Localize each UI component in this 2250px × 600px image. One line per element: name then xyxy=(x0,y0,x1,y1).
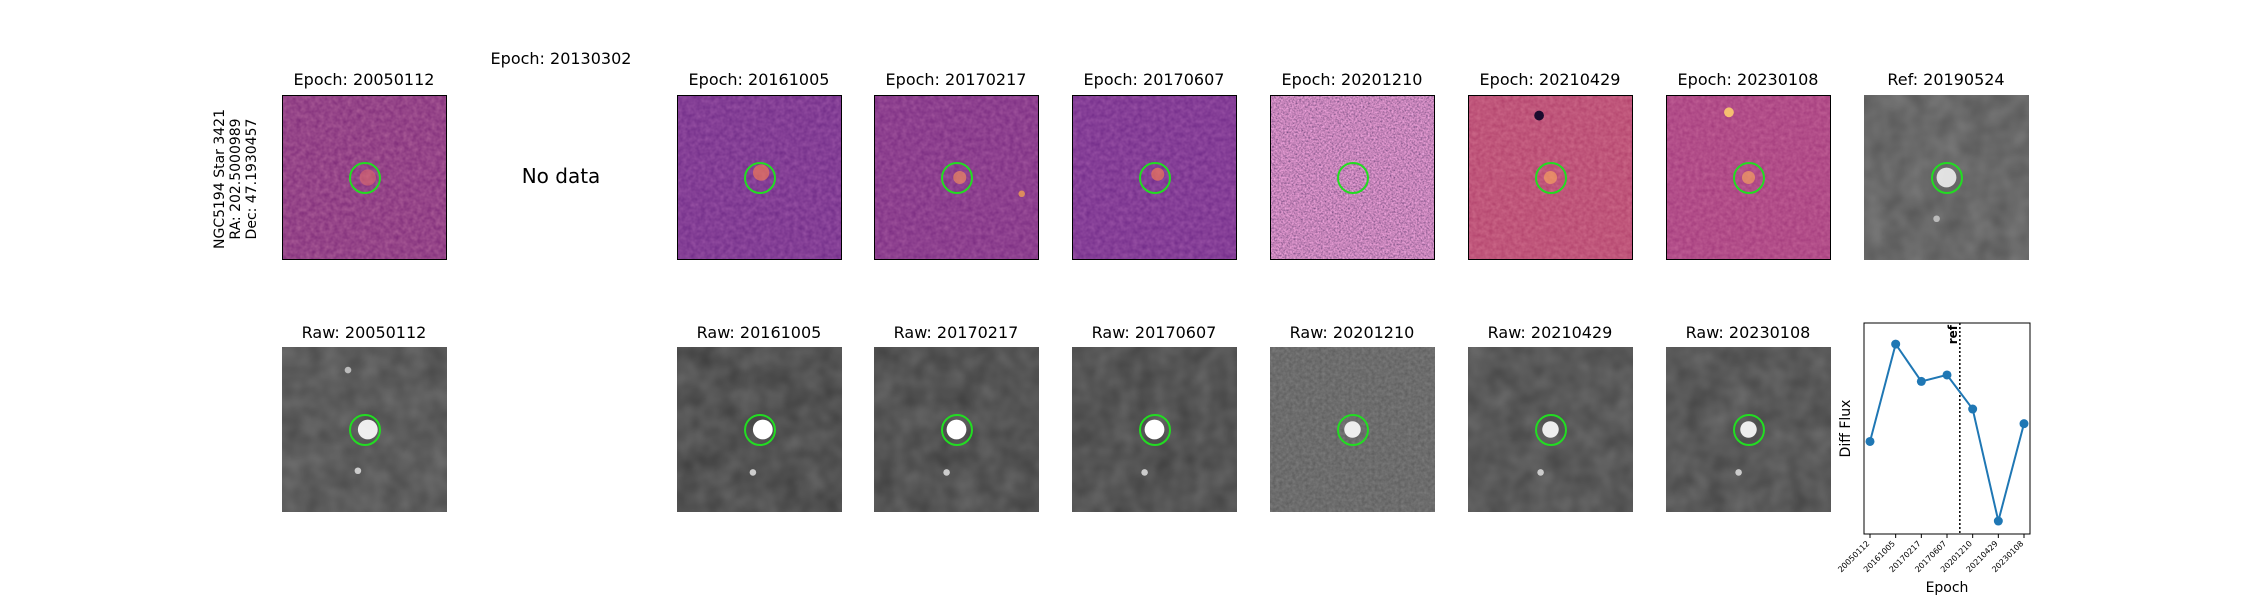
diff-image-1 xyxy=(282,95,447,260)
raw-title-6: Raw: 20210429 xyxy=(1487,323,1613,342)
x-axis-label: Epoch xyxy=(1926,580,1969,596)
raw-image-6 xyxy=(1468,347,1633,512)
aperture-circle xyxy=(743,161,776,194)
data-point xyxy=(1968,404,1978,414)
raw-image-7 xyxy=(1666,347,1831,512)
diff-title-5: Epoch: 20170607 xyxy=(1083,70,1225,89)
data-point xyxy=(1865,436,1875,446)
aperture-circle xyxy=(1732,161,1765,194)
raw-image-3 xyxy=(874,347,1039,512)
axes-frame xyxy=(1863,322,2031,535)
target-ra: RA: 202.5000989 xyxy=(228,118,244,240)
data-point xyxy=(1993,516,2003,526)
ref-image xyxy=(1864,95,2029,260)
aperture-circle xyxy=(1138,161,1171,194)
aperture-circle xyxy=(1930,161,1963,194)
diff-title-6: Epoch: 20201210 xyxy=(1281,70,1423,89)
raw-title-2: Raw: 20161005 xyxy=(696,323,822,342)
raw-image-2 xyxy=(677,347,842,512)
aperture-circle xyxy=(1336,161,1369,194)
raw-image-1 xyxy=(282,347,447,512)
no-data-text: No data xyxy=(521,164,601,188)
raw-title-5: Raw: 20201210 xyxy=(1289,323,1415,342)
aperture-circle xyxy=(1336,413,1369,446)
aperture-circle xyxy=(1534,413,1567,446)
diff-image-6 xyxy=(1270,95,1435,260)
raw-title-1: Raw: 20050112 xyxy=(301,323,427,342)
raw-title-4: Raw: 20170607 xyxy=(1091,323,1217,342)
target-dec: Dec: 47.1930457 xyxy=(244,118,260,240)
diff-image-4 xyxy=(874,95,1039,260)
diff-title-4: Epoch: 20170217 xyxy=(885,70,1027,89)
aperture-circle xyxy=(1534,161,1567,194)
aperture-circle xyxy=(743,413,776,446)
aperture-circle xyxy=(1732,413,1765,446)
diff-image-3 xyxy=(677,95,842,260)
aperture-circle xyxy=(348,161,381,194)
data-point xyxy=(1916,376,1926,386)
diff-image-5 xyxy=(1072,95,1237,260)
raw-image-5 xyxy=(1270,347,1435,512)
diff-title-2: Epoch: 20130302 xyxy=(490,49,632,68)
diff-title-8: Epoch: 20230108 xyxy=(1677,70,1819,89)
diff-image-8 xyxy=(1666,95,1831,260)
aperture-circle xyxy=(940,161,973,194)
data-point xyxy=(1942,370,1952,380)
diff-image-7 xyxy=(1468,95,1633,260)
diff-title-1: Epoch: 20050112 xyxy=(293,70,435,89)
y-axis-label: Diff Flux xyxy=(1838,400,1854,458)
data-point xyxy=(1891,339,1901,349)
raw-title-7: Raw: 20230108 xyxy=(1685,323,1811,342)
data-point xyxy=(2019,419,2029,429)
aperture-circle xyxy=(348,413,381,446)
target-label: NGC5194 Star 3421 RA: 202.5000989 Dec: 4… xyxy=(212,109,260,249)
reference-label: ref xyxy=(1946,324,1960,344)
target-name: NGC5194 Star 3421 xyxy=(212,109,228,249)
aperture-circle xyxy=(940,413,973,446)
ref-title: Ref: 20190524 xyxy=(1887,70,2005,89)
aperture-circle xyxy=(1138,413,1171,446)
diff-title-3: Epoch: 20161005 xyxy=(688,70,830,89)
light-curve-chart: ref2005011220161005201702172017060720201… xyxy=(1836,322,2031,596)
raw-title-3: Raw: 20170217 xyxy=(893,323,1019,342)
diff-title-7: Epoch: 20210429 xyxy=(1479,70,1621,89)
raw-image-4 xyxy=(1072,347,1237,512)
